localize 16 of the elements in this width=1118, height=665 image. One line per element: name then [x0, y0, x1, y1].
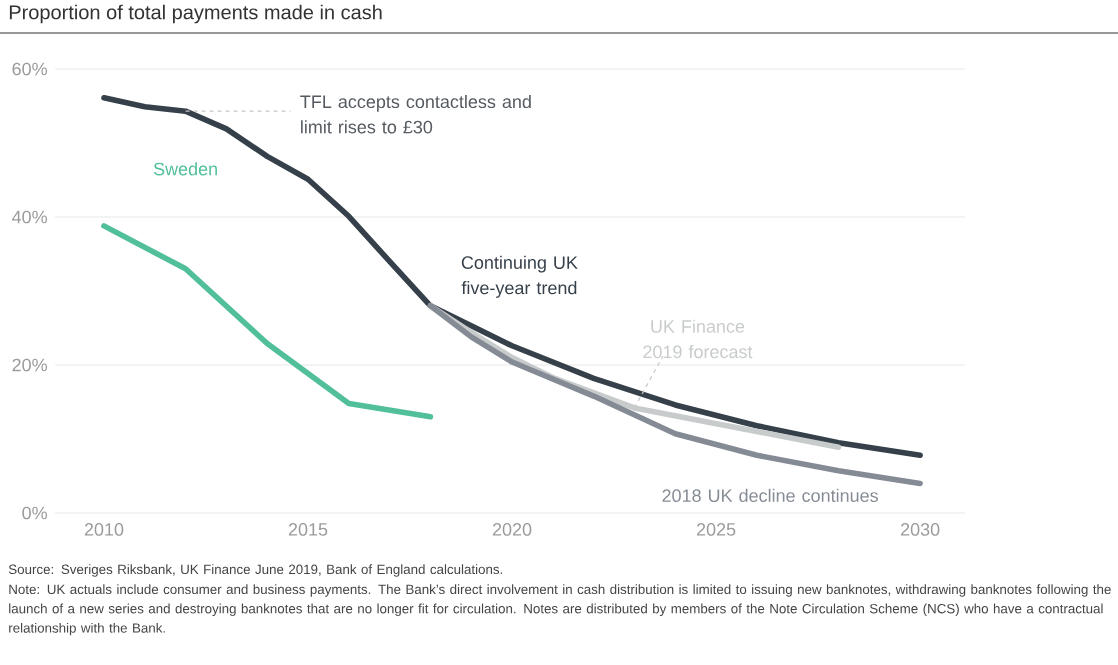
text: Note: UK actuals include consumer and business payments. The Bank’s direct involvement in cash distribution is limited to issuing new banknotes, withdrawing banknotes following the launch of a new series and destroying banknotes that are no longer fit for circulation. Notes are distributed by members of the Note Circulation Scheme (NCS) who have a contractual relationship with the Bank. [9, 584, 1111, 636]
y-tick-label: 0% [22, 506, 47, 520]
series-label: Continuing UK five-year trend [461, 255, 578, 298]
series-label: 2018 UK decline continues [662, 488, 878, 502]
chart-title: Proportion of total payments made in cash [9, 4, 382, 24]
x-tick-label: 2015 [288, 523, 328, 536]
x-tick-label: 2020 [492, 523, 532, 536]
y-tick-label: 40% [12, 210, 47, 224]
annotation: TFL accepts contactless and limit rises to £30 [300, 94, 531, 134]
source-note: Source: Sveriges Riksbank, UK Finance June 2019, Bank of England calculations. [8, 564, 503, 577]
x-tick-label: 2030 [900, 523, 940, 536]
y-tick-label: 60% [12, 62, 47, 76]
y-tick-label: 20% [12, 358, 47, 372]
x-tick-label: 2025 [696, 523, 736, 536]
x-tick-label: 2010 [84, 523, 124, 536]
text: Sweden [153, 162, 217, 176]
